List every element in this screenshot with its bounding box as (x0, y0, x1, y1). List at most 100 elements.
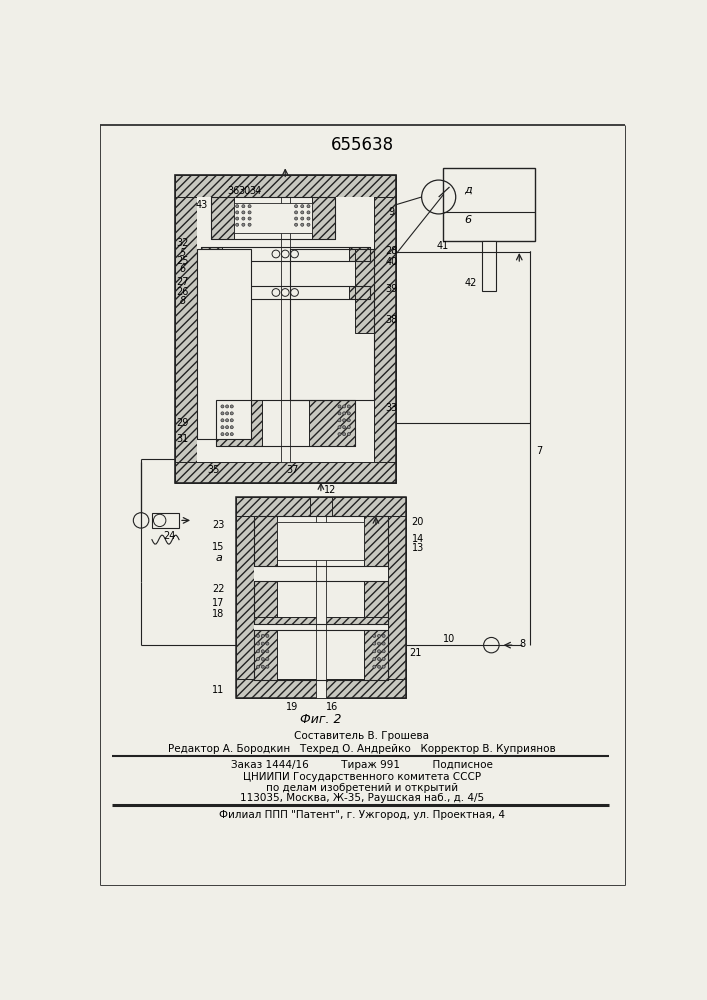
Circle shape (347, 419, 351, 422)
Bar (235, 679, 406, 698)
Text: Редактор А. Бородкин   Техред О. Андрейко   Корректор В. Куприянов: Редактор А. Бородкин Техред О. Андрейко … (168, 744, 556, 754)
Bar (175, 175, 396, 197)
Circle shape (242, 211, 245, 214)
Bar (255, 630, 387, 680)
Bar (197, 197, 374, 462)
Circle shape (295, 217, 298, 220)
Bar (175, 197, 197, 462)
Bar (482, 241, 496, 291)
Bar (211, 197, 234, 239)
Circle shape (347, 405, 351, 408)
Circle shape (226, 405, 228, 408)
Circle shape (257, 657, 259, 661)
Circle shape (226, 412, 228, 415)
Circle shape (382, 665, 385, 668)
Circle shape (343, 405, 346, 408)
Text: 12: 12 (324, 485, 337, 495)
Bar (235, 497, 406, 516)
Text: Фиг. 2: Фиг. 2 (300, 713, 341, 726)
Text: 9: 9 (388, 207, 395, 217)
Text: 17: 17 (212, 598, 225, 608)
Bar (175, 462, 396, 483)
Text: ЦНИИПИ Государственного комитета СССР: ЦНИИПИ Государственного комитета СССР (243, 772, 481, 782)
Circle shape (347, 426, 351, 429)
Circle shape (373, 650, 376, 653)
Circle shape (300, 205, 304, 208)
Text: 22: 22 (212, 584, 225, 594)
Circle shape (373, 657, 376, 661)
Circle shape (295, 211, 298, 214)
Text: 41: 41 (436, 241, 449, 251)
Circle shape (338, 426, 341, 429)
Circle shape (378, 634, 380, 637)
Bar (387, 516, 406, 679)
Bar (355, 249, 374, 333)
Text: Заказ 1444/16          Тираж 991          Подписное: Заказ 1444/16 Тираж 991 Подписное (231, 760, 493, 770)
Bar (281, 197, 290, 462)
Circle shape (235, 211, 239, 214)
Bar (201, 286, 370, 299)
Circle shape (221, 412, 224, 415)
Circle shape (248, 205, 251, 208)
Bar (211, 197, 335, 239)
Bar (374, 197, 396, 462)
Bar (255, 516, 387, 679)
Circle shape (235, 205, 239, 208)
Bar (310, 497, 332, 516)
Circle shape (261, 634, 264, 637)
Circle shape (307, 223, 310, 226)
Circle shape (343, 419, 346, 422)
Circle shape (257, 650, 259, 653)
Circle shape (261, 650, 264, 653)
Circle shape (300, 211, 304, 214)
Text: а: а (215, 553, 222, 563)
Circle shape (248, 223, 251, 226)
Text: 5: 5 (180, 248, 186, 258)
Text: 40: 40 (385, 257, 397, 267)
Bar (255, 630, 277, 680)
Bar (235, 516, 255, 679)
Text: 16: 16 (327, 702, 339, 712)
Bar (255, 516, 277, 566)
Text: 43: 43 (195, 200, 208, 210)
Text: 32: 32 (177, 238, 189, 248)
Circle shape (338, 433, 341, 436)
Circle shape (373, 634, 376, 637)
Circle shape (221, 426, 224, 429)
Circle shape (230, 405, 233, 408)
Bar (201, 247, 370, 261)
Text: 36: 36 (227, 186, 240, 196)
Text: 21: 21 (409, 648, 421, 658)
Circle shape (382, 634, 385, 637)
Circle shape (221, 405, 224, 408)
Circle shape (295, 205, 298, 208)
Bar (152, 513, 179, 528)
Bar (349, 247, 370, 261)
Text: 42: 42 (464, 278, 477, 288)
Circle shape (226, 433, 228, 436)
Circle shape (230, 433, 233, 436)
Circle shape (378, 657, 380, 661)
Circle shape (307, 217, 310, 220)
Circle shape (221, 433, 224, 436)
Circle shape (338, 419, 341, 422)
Bar (364, 516, 387, 566)
Text: 13: 13 (411, 543, 424, 553)
Text: 8: 8 (180, 296, 186, 306)
Circle shape (230, 419, 233, 422)
Circle shape (235, 217, 239, 220)
Text: 25: 25 (177, 256, 189, 266)
Text: 10: 10 (443, 634, 455, 644)
Circle shape (373, 665, 376, 668)
Text: 14: 14 (411, 534, 424, 544)
Circle shape (338, 405, 341, 408)
Circle shape (378, 665, 380, 668)
Text: 39: 39 (385, 284, 397, 294)
Text: по делам изобретений и открытий: по делам изобретений и открытий (266, 783, 458, 793)
Text: Филиал ППП "Патент", г. Ужгород, ул. Проектная, 4: Филиал ППП "Патент", г. Ужгород, ул. Про… (219, 810, 505, 820)
Circle shape (242, 205, 245, 208)
Circle shape (226, 426, 228, 429)
Text: 655638: 655638 (330, 136, 394, 154)
Text: 33: 33 (385, 403, 397, 413)
Text: 20: 20 (411, 517, 424, 527)
